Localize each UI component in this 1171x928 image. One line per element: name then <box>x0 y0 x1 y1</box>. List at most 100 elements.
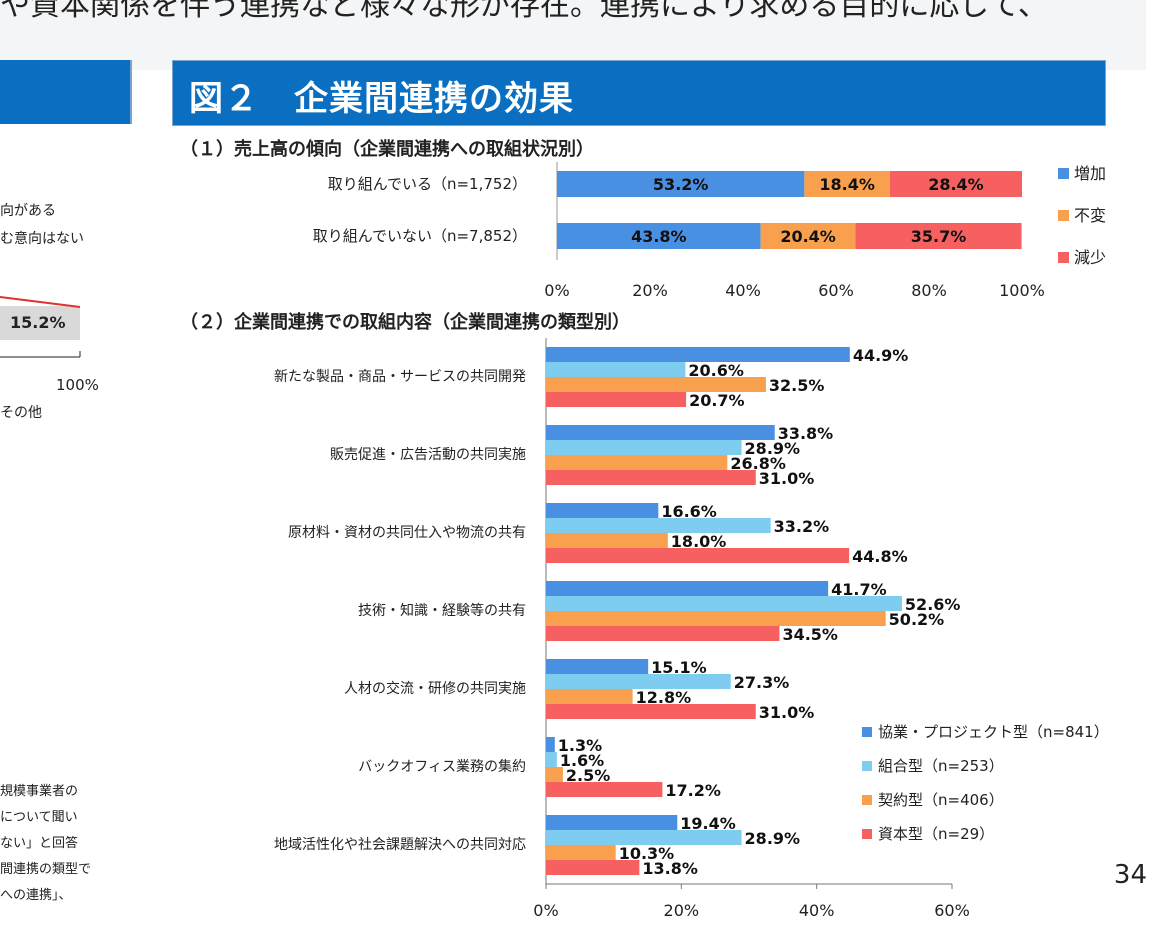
chart2-x-tick-label: 0% <box>533 901 558 920</box>
chart2-data-label: 28.9% <box>745 829 801 848</box>
chart2-bar <box>546 440 742 455</box>
chart2-data-label: 44.8% <box>852 547 908 566</box>
left-note-line-1: 規模事業者の <box>0 784 79 799</box>
chart2-data-label: 33.2% <box>774 517 830 536</box>
chart1-x-tick-label: 0% <box>544 281 569 300</box>
chart1-x-tick-label: 60% <box>818 281 854 300</box>
chart2-bar <box>546 689 633 704</box>
chart1-x-tick-label: 40% <box>725 281 761 300</box>
chart2-bar <box>546 455 728 470</box>
chart2-bar <box>546 362 686 377</box>
chart2-data-label: 41.7% <box>831 580 887 599</box>
chart2-bar <box>546 815 678 830</box>
top-text: や資本関係を伴う連携など様々な形が存在。連携により求める目的に応じて、 <box>0 0 1048 23</box>
left-note-line-3: ない」と回答 <box>0 836 79 851</box>
chart2-bar <box>546 548 850 563</box>
left-note-line-5: への連携」、 <box>0 888 72 903</box>
left-bar-value: 15.2% <box>10 313 66 332</box>
chart1-data-label: 53.2% <box>653 175 709 194</box>
chart2-data-label: 44.9% <box>853 346 909 365</box>
chart2-data-label: 52.6% <box>905 595 961 614</box>
page-number: 34 <box>1113 860 1147 890</box>
chart2-legend-swatch <box>862 727 872 737</box>
chart2-data-label: 18.0% <box>671 532 727 551</box>
left-text-line-2: む意向はない <box>0 231 84 247</box>
chart1-legend-swatch <box>1058 168 1069 179</box>
chart2-data-label: 17.2% <box>665 781 721 800</box>
chart2-x-tick-label: 40% <box>799 901 835 920</box>
top-text-strip: や資本関係を伴う連携など様々な形が存在。連携により求める目的に応じて、 <box>0 0 1146 70</box>
chart2-bar <box>546 533 668 548</box>
chart2-bar <box>546 611 886 626</box>
chart2-data-label: 10.3% <box>619 844 675 863</box>
chart2-legend-label: 協業・プロジェクト型（n=841） <box>878 723 1109 741</box>
chart1-x-tick-label: 80% <box>911 281 947 300</box>
chart1-data-label: 35.7% <box>911 227 967 246</box>
chart2-bar <box>546 581 829 596</box>
chart1-legend-label: 減少 <box>1074 248 1106 267</box>
chart2-bar <box>546 830 742 845</box>
chart2-category-label: 地域活性化や社会課題解決への共同対応 <box>274 837 526 853</box>
chart2-bar <box>546 347 850 362</box>
chart1-legend-swatch <box>1058 252 1069 263</box>
chart2-data-label: 33.8% <box>778 424 834 443</box>
chart2-data-label: 27.3% <box>734 673 790 692</box>
chart1-title: （１）売上高の傾向（企業間連携への取組状況別） <box>180 139 594 160</box>
chart2-x-tick-label: 60% <box>934 901 970 920</box>
chart2-data-label: 20.7% <box>689 391 745 410</box>
chart2-category-label: バックオフィス業務の集約 <box>358 758 526 775</box>
chart1-bar <box>557 171 805 197</box>
chart1-x-tick-label: 20% <box>632 281 668 300</box>
chart1-legend-swatch <box>1058 210 1069 221</box>
chart2-data-label: 50.2% <box>889 610 945 629</box>
left-note-line-2: について聞い <box>0 810 78 825</box>
chart1-data-label: 18.4% <box>819 175 875 194</box>
chart2-category-label: 新たな製品・商品・サービスの共同開発 <box>274 369 526 385</box>
chart1-x-tick-label: 100% <box>999 281 1045 300</box>
chart2-data-label: 2.5% <box>566 766 610 785</box>
chart2-bar <box>546 377 766 392</box>
chart2-bar <box>546 425 775 440</box>
chart1-category-label: 取り組んでいない（n=7,852） <box>313 227 527 245</box>
left-text-line-1: 向がある <box>0 203 56 219</box>
chart2-data-label: 12.8% <box>636 688 692 707</box>
chart2-data-label: 28.9% <box>745 439 801 458</box>
figure-title-banner: 図２ 企業間連携の効果 <box>172 60 1106 126</box>
chart1-bar <box>889 171 1022 197</box>
chart2-category-label: 販売促進・広告活動の共同実施 <box>330 447 526 463</box>
chart1-bar <box>804 171 890 197</box>
chart2-data-label: 34.5% <box>782 625 838 644</box>
chart2-bar <box>546 392 687 407</box>
chart1-category-label: 取り組んでいる（n=1,752） <box>328 175 527 193</box>
chart2-bar <box>546 737 555 752</box>
chart2-data-label: 16.6% <box>661 502 717 521</box>
chart2-bar <box>546 596 902 611</box>
chart2-bar <box>546 503 659 518</box>
chart1-bar <box>557 223 761 249</box>
chart2-data-label: 19.4% <box>680 814 736 833</box>
chart2-data-label: 1.3% <box>558 736 602 755</box>
chart2-bar <box>546 626 780 641</box>
left-note-line-4: 間連携の類型で <box>0 862 92 877</box>
chart2-bar <box>546 767 563 782</box>
chart2-bar <box>546 752 557 767</box>
chart1-bar <box>855 223 1022 249</box>
chart2-data-label: 1.6% <box>560 751 604 770</box>
chart2-category-label: 技術・知識・経験等の共有 <box>358 602 526 619</box>
chart2-data-label: 31.0% <box>759 703 815 722</box>
chart2-bar <box>546 518 771 533</box>
chart1-data-label: 28.4% <box>928 175 984 194</box>
chart2-legend-label: 資本型（n=29） <box>878 825 994 843</box>
chart1-data-label: 20.4% <box>780 227 836 246</box>
chart2-x-tick-label: 20% <box>664 901 700 920</box>
figure-title: 図２ 企業間連携の効果 <box>189 79 574 119</box>
chart2-data-label: 20.6% <box>688 361 744 380</box>
chart2-bar <box>546 782 663 797</box>
chart2-title: （２）企業間連携での取組内容（企業間連携の類型別） <box>180 312 630 333</box>
chart2-category-label: 原材料・資材の共同仕入や物流の共有 <box>288 525 526 541</box>
chart2-bar <box>546 704 756 719</box>
chart2-data-label: 31.0% <box>759 469 815 488</box>
chart2-data-label: 15.1% <box>651 658 707 677</box>
chart1-bar <box>760 223 856 249</box>
